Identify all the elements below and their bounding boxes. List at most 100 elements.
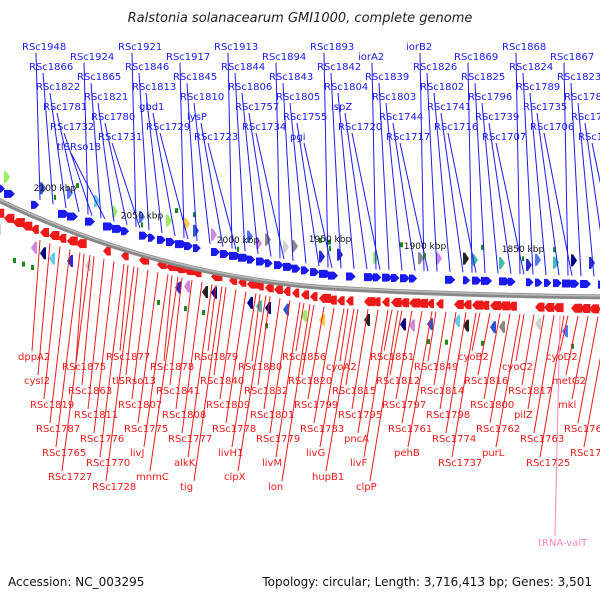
forward-gene-arrow [283,262,294,271]
reverse-gene-block [454,314,460,327]
reverse-gene-block [283,303,289,316]
gene-label: cysI2 [24,376,50,387]
gene-leader-line [591,142,600,184]
rna-marker [76,183,79,189]
reverse-gene-arrow [553,303,564,313]
gene-label: RSc1869 [454,52,498,63]
gene-leader-line [385,102,403,271]
gene-label: RSc1817 [508,386,552,397]
gene-label: RSc1787 [36,424,80,435]
gene-label: RSc1806 [228,82,272,93]
gene-label: RSc1725 [526,458,570,469]
gene-leader-line [231,293,257,448]
forward-gene-arrow [562,279,574,288]
gene-leader-line [225,291,247,424]
gene-leader-line [295,302,305,352]
rna-marker [553,247,556,253]
gene-label: RSc1776 [80,434,124,445]
gene-label: RSc1755 [283,112,327,123]
gene-label: RSc1809 [206,400,250,411]
gene-label: RSc1798 [426,410,470,421]
gene-label: RSc1810 [180,92,224,103]
reverse-gene-block [0,223,1,236]
gene-leader-line [399,142,429,272]
forward-gene-arrow [328,271,339,280]
forward-gene-arrow [67,212,78,221]
reverse-gene-block [409,319,415,332]
rna-marker [571,343,574,349]
rna-marker [175,208,178,214]
gene-labels: RSc1948 RSc1924 RSc1921 RSc1917 RSc1913 RSc18… [18,42,600,549]
gene-label: RSc1780 [91,112,135,123]
reverse-gene-block [247,296,253,309]
gene-label: RSc1764 [564,424,600,435]
gene-leader-line [193,102,211,244]
gene-label: RSc1770 [86,458,130,469]
rna-marker [13,257,16,263]
forward-gene-arrow [166,238,176,247]
gene-label: RSc1822 [36,82,80,93]
gene-leader-line [70,152,106,220]
gene-label: RSc1733 [571,112,600,123]
forward-gene-block [292,240,298,253]
gene-label: RSc1875 [62,362,106,373]
gene-label: RSc1739 [475,112,519,123]
forward-gene-block [436,252,442,265]
gene-leader-line [325,308,355,472]
gene-leader-line [99,263,125,458]
forward-gene-arrow [526,278,534,287]
gene-label: RSc1879 [194,352,238,363]
gene-label: RSc1845 [173,72,217,83]
gene-leader-line [536,112,560,276]
gene-leader-line [281,304,311,482]
gene-label: RSc1811 [74,410,118,421]
forward-gene-arrow [85,217,95,226]
gene-label: RSc1729 [146,122,190,133]
gene-label: RSc1717 [386,132,430,143]
gene-label: RSc1842 [317,62,361,73]
forward-gene-block [166,214,172,227]
gene-label: pgi [290,132,305,143]
forward-gene-arrow [463,276,471,285]
forward-gene-arrow [391,273,400,282]
gene-label: pehB [394,448,420,459]
gene-leader-line [269,300,291,434]
forward-gene-arrow [184,242,193,251]
gene-leader-line [433,92,451,272]
map-title: Ralstonia solanacearum GMI1000, complete… [128,11,473,26]
reverse-gene-block [202,285,208,298]
gene-label: RSc1799 [294,400,338,411]
gene-leader-line [257,296,271,386]
gene-leader-line [237,295,267,472]
reverse-gene-block [301,309,307,322]
gene-label: gbd1 [139,102,164,113]
gene-leader-line [571,316,589,400]
reverse-gene-arrow [103,246,111,256]
reverse-gene-arrow [0,208,5,218]
gene-label: RSc1805 [276,92,320,103]
forward-gene-arrow [481,276,492,285]
reverse-gene-arrow [319,293,331,303]
gene-leader-line [81,256,95,386]
backbone-highlight [0,198,600,297]
gene-label: RSc1720 [338,122,382,133]
gene-leader-line [471,312,481,352]
gene-leader-line [93,261,115,434]
gene-leader-line [42,72,54,205]
gene-leader-line [43,246,61,400]
gene-label: cyoA2 [326,362,357,373]
reverse-gene-arrow [265,283,274,293]
gene-label: cyoC2 [502,362,533,373]
gene-label: RSc1723 [194,132,238,143]
rna-marker [481,244,484,250]
gene-leader-line [207,142,237,250]
gene-leader-line [419,52,425,272]
reverse-gene-arrow [13,217,25,227]
gene-leader-line [440,112,464,273]
forward-gene-arrow [409,274,418,283]
gene-leader-line [433,311,447,386]
reverse-gene-arrow [58,233,67,243]
gene-leader-line [447,132,477,273]
reverse-gene-arrow [436,299,444,309]
forward-gene-arrow [157,235,166,244]
